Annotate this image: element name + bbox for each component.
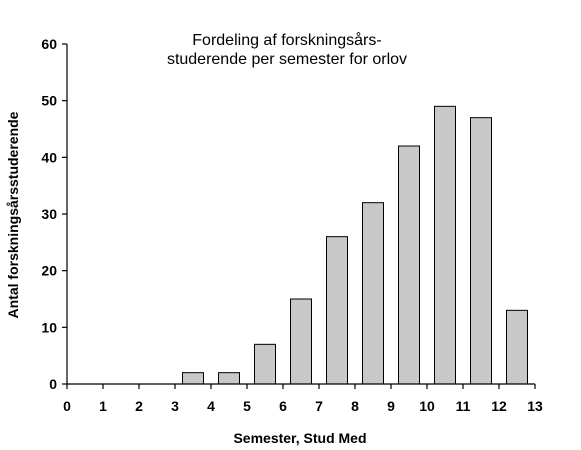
bar-semester-6: [290, 298, 312, 385]
bar-semester-10: [434, 105, 456, 385]
x-tick-label: 4: [207, 398, 215, 414]
bar-semester-11: [470, 117, 492, 385]
x-tick-label: 0: [63, 398, 71, 414]
chart-title-line-2: studerende per semester for orlov: [167, 51, 407, 68]
bar-semester-5: [254, 343, 276, 385]
bar-semester-12: [506, 309, 528, 385]
bars-group: [182, 105, 528, 385]
bar-semester-8: [362, 202, 384, 385]
y-tick-label: 50: [41, 93, 57, 109]
bar-semester-3: [182, 372, 204, 385]
x-tick-label: 6: [279, 398, 287, 414]
chart-title-line-1: Fordeling af forskningsårs-: [192, 31, 381, 49]
bar-semester-9: [398, 145, 420, 385]
x-tick-label: 2: [135, 398, 143, 414]
x-tick-label: 13: [527, 398, 543, 414]
bar-semester-7: [326, 236, 348, 385]
x-tick-label: 3: [171, 398, 179, 414]
x-tick-label: 12: [491, 398, 507, 414]
x-axis-label: Semester, Stud Med: [233, 430, 366, 446]
y-tick-label: 0: [49, 376, 57, 392]
y-tick-label: 10: [41, 319, 57, 335]
x-tick-label: 11: [456, 398, 471, 414]
x-axis: 0 1 2 3 4 5 6 7 8 9 10 11 12 13: [63, 383, 543, 414]
x-tick-label: 8: [351, 398, 359, 414]
y-tick-label: 30: [41, 206, 57, 222]
y-tick-label: 60: [41, 36, 57, 52]
x-tick-label: 9: [387, 398, 395, 414]
y-tick-label: 40: [41, 149, 57, 165]
y-axis: 0 10 20 30 40 50 60: [41, 36, 68, 392]
x-tick-label: 10: [419, 398, 435, 414]
y-tick-label: 20: [41, 263, 57, 279]
bar-semester-4: [218, 372, 240, 385]
x-tick-label: 5: [243, 398, 251, 414]
y-axis-label: Antal forskningsårsstuderende: [5, 111, 21, 318]
x-tick-label: 7: [315, 398, 323, 414]
x-tick-label: 1: [99, 398, 107, 414]
